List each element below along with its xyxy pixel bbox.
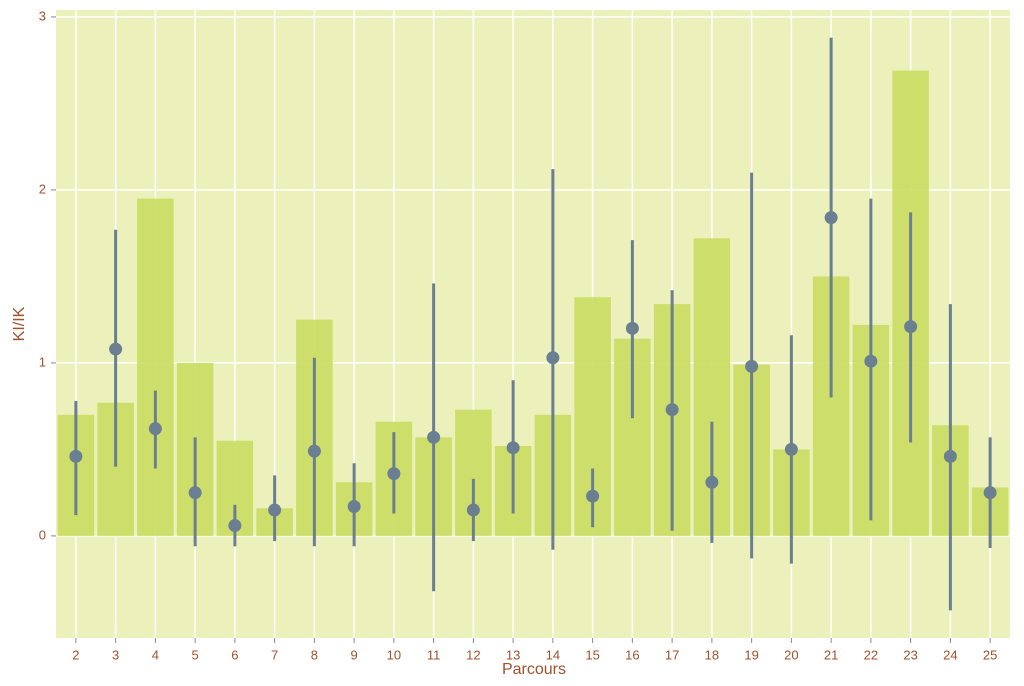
point [943,449,957,463]
point [864,354,878,368]
point [983,486,997,500]
x-tick-label: 6 [231,647,238,662]
y-tick-label: 0 [39,527,46,542]
point [784,442,798,456]
x-tick-label: 2 [72,647,79,662]
y-axis-title: KI/IK [11,306,28,341]
x-tick-label: 16 [625,647,639,662]
point [69,449,83,463]
point [268,503,282,517]
x-tick-label: 21 [824,647,838,662]
point [625,321,639,335]
point [546,351,560,365]
point [824,211,838,225]
x-tick-label: 20 [784,647,798,662]
x-tick-label: 8 [311,647,318,662]
point [307,444,321,458]
x-tick-label: 18 [705,647,719,662]
y-tick-label: 2 [39,181,46,196]
plot-background [56,10,1010,638]
point [228,519,242,533]
y-tick-label: 1 [39,354,46,369]
x-tick-label: 22 [864,647,878,662]
point [347,500,361,514]
x-tick-label: 9 [351,647,358,662]
x-tick-label: 12 [466,647,480,662]
x-tick-label: 14 [546,647,560,662]
x-tick-label: 10 [387,647,401,662]
x-tick-label: 7 [271,647,278,662]
x-tick-label: 17 [665,647,679,662]
x-tick-label: 5 [192,647,199,662]
point [665,403,679,417]
x-tick-label: 24 [943,647,957,662]
x-tick-label: 11 [427,647,441,662]
point [904,320,918,334]
point [387,467,401,481]
point [427,430,441,444]
x-tick-label: 13 [506,647,520,662]
x-tick-label: 25 [983,647,997,662]
y-tick-label: 3 [39,8,46,23]
x-tick-label: 3 [112,647,119,662]
point [109,342,123,356]
point [506,441,520,455]
x-tick-label: 19 [744,647,758,662]
point [586,489,600,503]
x-tick-label: 4 [152,647,159,662]
point [188,486,202,500]
point [466,503,480,517]
point [148,422,162,436]
x-tick-label: 15 [585,647,599,662]
point [745,359,759,373]
x-axis-title: Parcours [502,661,566,678]
point [705,475,719,489]
x-tick-label: 23 [903,647,917,662]
bar [137,198,174,536]
